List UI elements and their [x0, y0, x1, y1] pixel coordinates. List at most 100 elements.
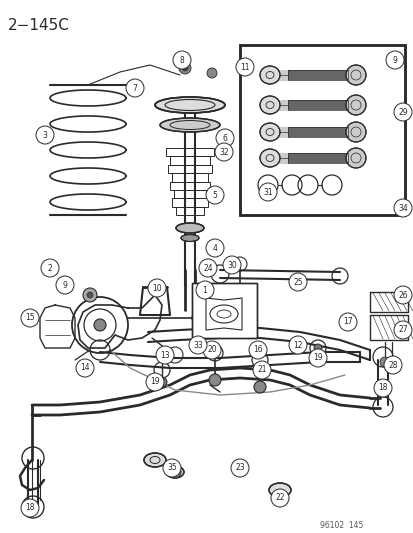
- Circle shape: [169, 466, 180, 478]
- Circle shape: [393, 286, 411, 304]
- Circle shape: [21, 499, 39, 517]
- Ellipse shape: [159, 118, 219, 132]
- Circle shape: [202, 341, 221, 359]
- Bar: [171, 173, 207, 182]
- Circle shape: [379, 357, 389, 367]
- Text: 4: 4: [212, 244, 217, 253]
- Text: 9: 9: [392, 55, 396, 64]
- Circle shape: [87, 292, 93, 298]
- Text: 25: 25: [292, 278, 302, 287]
- Bar: [287, 70, 347, 80]
- Circle shape: [393, 321, 411, 339]
- Text: 20: 20: [206, 345, 216, 354]
- Bar: [287, 70, 347, 80]
- Bar: [192, 283, 256, 338]
- Circle shape: [259, 183, 276, 201]
- Ellipse shape: [144, 453, 166, 467]
- Bar: [168, 165, 211, 173]
- Bar: [192, 283, 256, 338]
- Circle shape: [393, 199, 411, 217]
- Circle shape: [209, 374, 221, 386]
- Circle shape: [248, 341, 266, 359]
- Text: 33: 33: [192, 341, 202, 350]
- Text: 2: 2: [47, 263, 52, 272]
- Text: 23: 23: [235, 464, 244, 472]
- Circle shape: [252, 361, 271, 379]
- Circle shape: [345, 65, 365, 85]
- Bar: [170, 182, 209, 190]
- Circle shape: [383, 356, 401, 374]
- Circle shape: [254, 381, 266, 393]
- Circle shape: [189, 336, 206, 354]
- Circle shape: [235, 58, 254, 76]
- Ellipse shape: [176, 223, 204, 233]
- Circle shape: [163, 459, 180, 477]
- Text: 26: 26: [397, 290, 407, 300]
- Circle shape: [271, 489, 288, 507]
- Ellipse shape: [268, 483, 290, 497]
- Circle shape: [147, 279, 166, 297]
- Circle shape: [345, 95, 365, 115]
- Ellipse shape: [259, 96, 279, 114]
- Text: 11: 11: [240, 62, 249, 71]
- Circle shape: [156, 346, 173, 364]
- Text: 24: 24: [203, 263, 212, 272]
- Text: 17: 17: [342, 318, 352, 327]
- Circle shape: [182, 65, 188, 71]
- Bar: [287, 127, 347, 137]
- Circle shape: [288, 336, 306, 354]
- Text: 29: 29: [397, 108, 407, 117]
- Bar: [240, 45, 404, 215]
- Ellipse shape: [154, 97, 224, 113]
- Circle shape: [230, 459, 248, 477]
- Circle shape: [313, 344, 321, 352]
- Bar: [287, 100, 347, 110]
- Circle shape: [157, 377, 166, 387]
- Text: 13: 13: [160, 351, 169, 359]
- Text: 22: 22: [275, 494, 284, 503]
- Circle shape: [36, 126, 54, 144]
- Text: 14: 14: [80, 364, 90, 373]
- Text: 2−145C: 2−145C: [8, 18, 70, 33]
- Circle shape: [41, 259, 59, 277]
- Circle shape: [94, 319, 106, 331]
- Text: 6: 6: [222, 133, 227, 142]
- Circle shape: [393, 103, 411, 121]
- Bar: [171, 198, 207, 207]
- Text: 15: 15: [25, 313, 35, 322]
- Circle shape: [76, 359, 94, 377]
- Bar: [173, 190, 206, 198]
- Text: 1: 1: [202, 286, 207, 295]
- Ellipse shape: [180, 235, 199, 241]
- Ellipse shape: [259, 149, 279, 167]
- Text: 34: 34: [397, 204, 407, 213]
- Bar: [170, 156, 209, 165]
- Circle shape: [195, 281, 214, 299]
- Text: 19: 19: [312, 353, 322, 362]
- Text: 10: 10: [152, 284, 161, 293]
- Circle shape: [173, 51, 190, 69]
- Circle shape: [373, 379, 391, 397]
- Circle shape: [385, 51, 403, 69]
- Text: 9: 9: [62, 280, 67, 289]
- Text: 27: 27: [397, 326, 407, 335]
- Text: 18: 18: [377, 384, 387, 392]
- Circle shape: [146, 373, 164, 391]
- Text: 8: 8: [179, 55, 184, 64]
- Circle shape: [214, 143, 233, 161]
- Text: 19: 19: [150, 377, 159, 386]
- Circle shape: [288, 273, 306, 291]
- Bar: [240, 45, 404, 215]
- Text: 12: 12: [292, 341, 302, 350]
- Bar: [287, 100, 347, 110]
- Circle shape: [216, 129, 233, 147]
- Bar: [287, 153, 347, 163]
- Circle shape: [126, 79, 144, 97]
- Circle shape: [206, 186, 223, 204]
- Text: 96102  145: 96102 145: [319, 521, 363, 529]
- Text: 3: 3: [43, 131, 47, 140]
- Text: 31: 31: [263, 188, 272, 197]
- Ellipse shape: [259, 123, 279, 141]
- Text: 30: 30: [227, 261, 236, 270]
- Text: 28: 28: [387, 360, 397, 369]
